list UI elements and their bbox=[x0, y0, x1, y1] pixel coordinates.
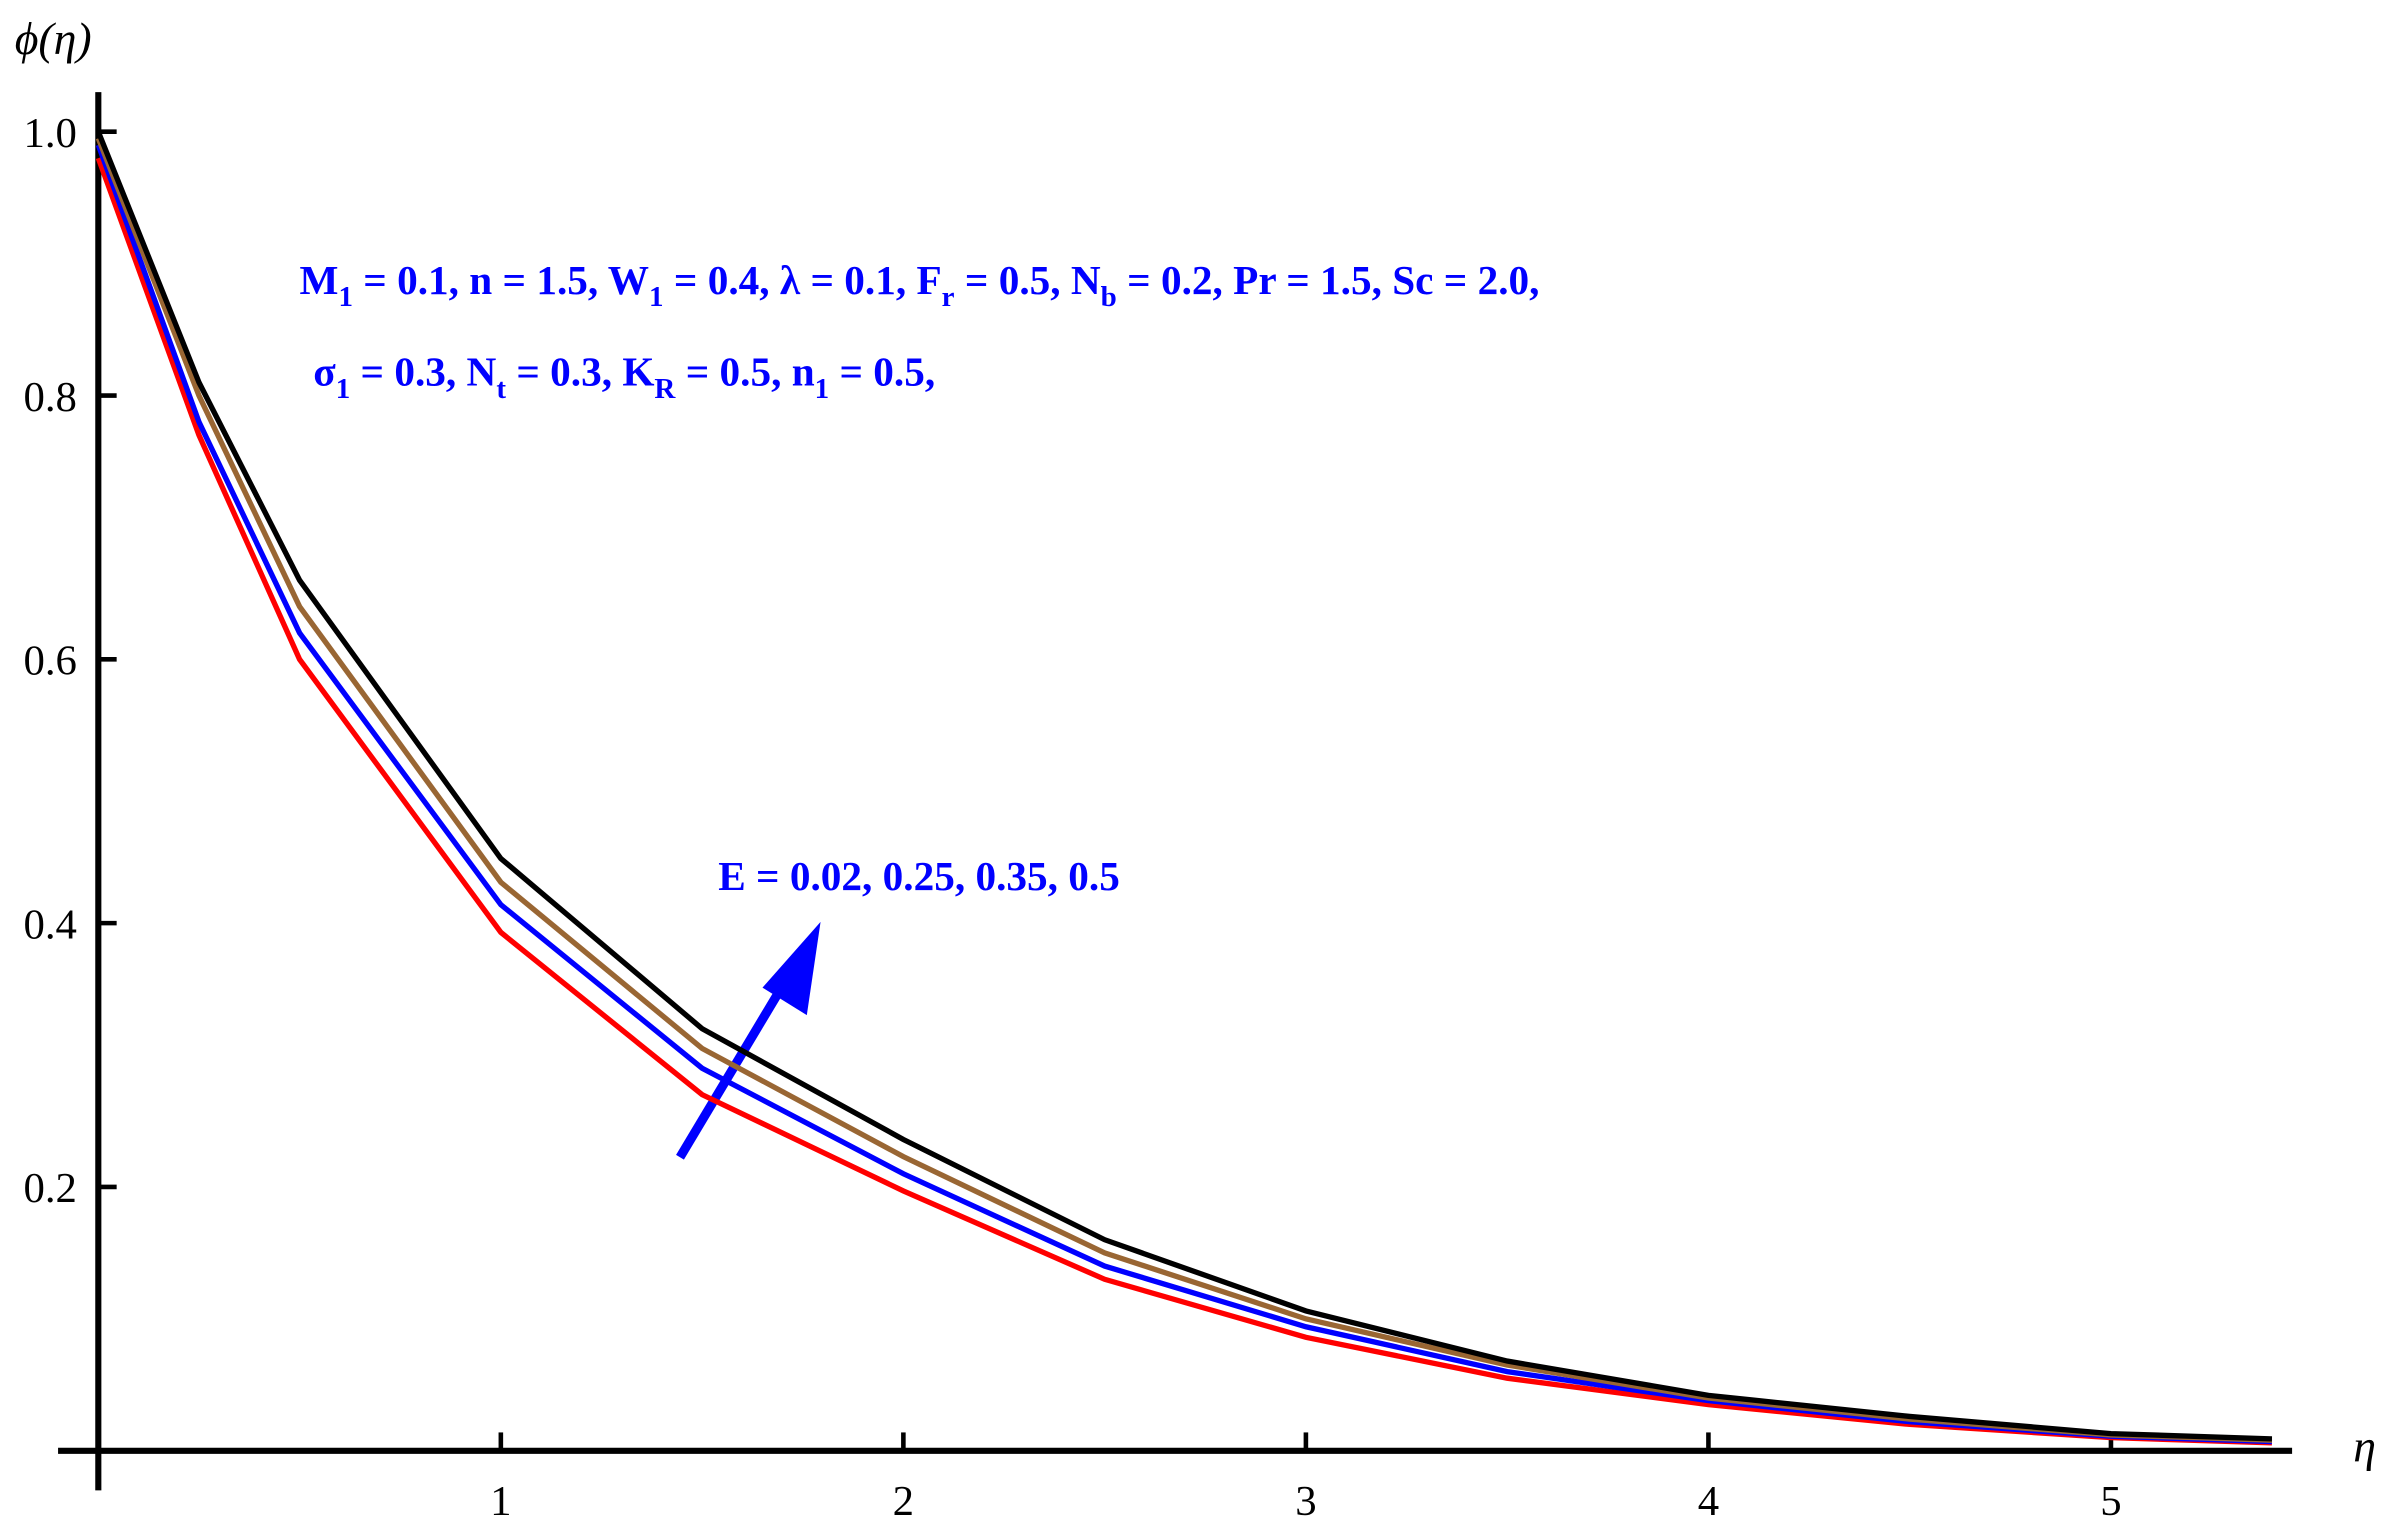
series-line bbox=[95, 144, 2273, 1445]
annotation-text: = 0.5, bbox=[829, 349, 935, 395]
x-tick-label: 3 bbox=[1295, 1478, 1316, 1525]
annotation-text: M bbox=[299, 257, 338, 303]
annotation-text: = 0.5, N bbox=[955, 257, 1101, 303]
series-line bbox=[95, 130, 2273, 1442]
annotation-text: = 0.3, K bbox=[506, 349, 654, 395]
annotation-subscript: 1 bbox=[815, 373, 830, 405]
y-tick-label: 0.4 bbox=[23, 901, 76, 948]
y-tick-label: 0.2 bbox=[23, 1165, 76, 1212]
x-tick-label: 5 bbox=[2100, 1478, 2121, 1525]
series-line bbox=[95, 137, 2273, 1443]
y-axis-label: ϕ(η) bbox=[15, 13, 92, 64]
x-axis-label: η bbox=[2353, 1420, 2376, 1471]
annotation-subscript: 1 bbox=[336, 373, 351, 405]
annotation-text: = 0.3, N bbox=[350, 349, 496, 395]
x-tick-label: 4 bbox=[1698, 1478, 1719, 1525]
annotation-subscript: 1 bbox=[649, 281, 664, 313]
annotation-subscript: r bbox=[942, 281, 955, 313]
annotation: E = 0.02, 0.25, 0.35, 0.5 bbox=[718, 853, 1120, 899]
annotation-subscript: b bbox=[1101, 281, 1117, 313]
annotation-text: σ bbox=[313, 349, 336, 395]
y-tick-label: 0.6 bbox=[23, 638, 76, 685]
annotation-text: E = 0.02, 0.25, 0.35, 0.5 bbox=[718, 853, 1120, 899]
y-tick-label: 1.0 bbox=[23, 110, 76, 157]
annotation-subscript: t bbox=[496, 373, 506, 405]
x-tick-label: 2 bbox=[893, 1478, 914, 1525]
annotation-subscript: 1 bbox=[338, 281, 353, 313]
y-tick-label: 0.8 bbox=[23, 374, 76, 421]
annotation-subscript: R bbox=[654, 373, 676, 405]
x-tick-label: 1 bbox=[490, 1478, 511, 1525]
annotation: M1 = 0.1, n = 1.5, W1 = 0.4, λ = 0.1, Fr… bbox=[299, 257, 1539, 313]
annotation-text: = 0.4, λ = 0.1, F bbox=[664, 257, 942, 303]
annotation: σ1 = 0.3, Nt = 0.3, KR = 0.5, n1 = 0.5, bbox=[313, 349, 935, 405]
annotation-text: = 0.1, n = 1.5, W bbox=[353, 257, 649, 303]
annotation-text: = 0.5, n bbox=[675, 349, 814, 395]
annotation-text: = 0.2, Pr = 1.5, Sc = 2.0, bbox=[1117, 257, 1540, 303]
